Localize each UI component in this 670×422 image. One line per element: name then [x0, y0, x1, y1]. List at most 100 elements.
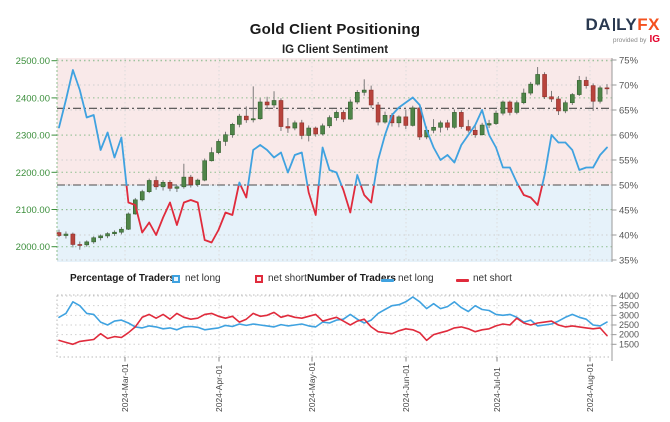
- candle-up: [195, 179, 201, 185]
- candle-up: [382, 115, 388, 123]
- count-axis-label: 1500: [619, 339, 639, 349]
- candle-up: [257, 101, 263, 120]
- candle-up: [486, 123, 492, 126]
- candle-up: [250, 118, 256, 121]
- x-axis-date-label: 2024-Apr-01: [214, 364, 224, 412]
- pct-axis-label: 75%: [619, 56, 639, 67]
- candle-down: [313, 127, 318, 135]
- page-title: Gold Client Positioning: [249, 21, 421, 38]
- candle-up: [306, 127, 312, 136]
- candle-up: [112, 231, 117, 234]
- legend-net-short-pct: net short: [268, 273, 307, 284]
- candle-up: [119, 228, 124, 233]
- x-axis-date-label: 2024-Jun-01: [401, 364, 411, 412]
- candle-up: [514, 102, 520, 113]
- pct-axis-label: 50%: [619, 181, 639, 192]
- candle-down: [604, 87, 610, 90]
- candle-up: [160, 182, 166, 188]
- candle-up: [452, 112, 457, 128]
- candle-down: [472, 129, 478, 136]
- sentiment-line-net-short-majority: [125, 184, 544, 244]
- x-axis-date-label: 2024-Aug-01: [585, 363, 595, 412]
- dailyfx-logo: DA LYFX provided by IG: [586, 16, 660, 45]
- candle-down: [549, 96, 554, 100]
- candle-up: [223, 134, 228, 142]
- candle-up: [535, 74, 540, 85]
- candle-down: [341, 112, 346, 120]
- candle-up: [570, 94, 575, 104]
- candle-up: [230, 124, 235, 136]
- pct-axis-label: 65%: [619, 106, 639, 117]
- candle-down: [542, 74, 547, 98]
- net-long-square-icon: [172, 275, 180, 283]
- chart-subtitle: IG Client Sentiment: [281, 44, 389, 56]
- candle-down: [56, 232, 62, 236]
- candle-down: [299, 122, 305, 136]
- candle-down: [153, 180, 159, 188]
- candle-up: [438, 122, 443, 128]
- candle-down: [243, 115, 249, 121]
- candle-down: [368, 89, 374, 106]
- legend-net-short-count: net short: [473, 273, 512, 284]
- x-axis-date-label: 2024-May-01: [307, 362, 317, 412]
- candle-up: [271, 100, 277, 106]
- candle-up: [348, 101, 353, 120]
- pct-axis-label: 60%: [619, 131, 639, 142]
- provided-by-ig: provided by IG: [612, 34, 660, 45]
- net-short-line-icon: [456, 279, 469, 282]
- candle-up: [292, 122, 298, 129]
- candle-down: [556, 98, 561, 112]
- candle-down: [167, 182, 173, 189]
- candle-up: [216, 141, 221, 153]
- candle-up: [493, 112, 499, 124]
- candle-down: [445, 122, 450, 128]
- net-long-majority-zone: [57, 58, 612, 185]
- candle-down: [403, 116, 409, 126]
- candle-up: [479, 124, 485, 136]
- candle-down: [77, 244, 83, 246]
- candle-up: [174, 186, 180, 189]
- legend-pct-group-label: Percentage of Traders: [70, 273, 176, 284]
- candle-down: [70, 233, 76, 245]
- candle-up: [361, 89, 367, 93]
- price-axis-label: 2300.00: [16, 131, 50, 142]
- legend-net-long-count: net long: [398, 273, 434, 284]
- ig-logo: IG: [649, 34, 660, 45]
- pct-axis-label: 70%: [619, 81, 639, 92]
- candle-up: [528, 83, 533, 94]
- candle-up: [597, 87, 603, 102]
- candle-up: [334, 112, 339, 118]
- candle-down: [590, 85, 596, 102]
- candle-up: [209, 152, 214, 162]
- candle-down: [285, 126, 291, 129]
- candle-up: [354, 92, 360, 103]
- trader-count-plot-border: [56, 294, 613, 358]
- price-axis-label: 2500.00: [16, 56, 50, 67]
- candle-up: [181, 176, 187, 188]
- candle-up: [63, 233, 69, 236]
- candle-up: [396, 116, 402, 124]
- candle-up: [563, 102, 568, 112]
- candle-down: [465, 126, 471, 131]
- net-short-square-icon: [255, 275, 263, 283]
- count-axis-label: 3500: [619, 301, 639, 311]
- trader-count-line-net-long: [58, 296, 608, 331]
- count-axis-label: 3000: [619, 310, 639, 320]
- price-axis-label: 2000.00: [16, 242, 50, 253]
- pct-axis-label: 35%: [619, 256, 639, 267]
- candle-down: [264, 101, 270, 106]
- candle-up: [431, 126, 436, 131]
- pct-axis-label: 40%: [619, 231, 639, 242]
- candle-down: [583, 80, 589, 86]
- legend-net-long-pct: net long: [185, 273, 221, 284]
- pct-axis-label: 55%: [619, 156, 639, 167]
- legend-count-group-label: Number of Traders: [307, 273, 396, 284]
- candle-up: [521, 92, 527, 104]
- chart-legend: Percentage of Traders net long net short…: [0, 273, 670, 289]
- trader-count-line-net-short: [58, 311, 608, 346]
- candle-down: [507, 101, 513, 113]
- x-axis-date-label: 2024-Jul-01: [492, 367, 502, 412]
- candle-up: [237, 115, 242, 125]
